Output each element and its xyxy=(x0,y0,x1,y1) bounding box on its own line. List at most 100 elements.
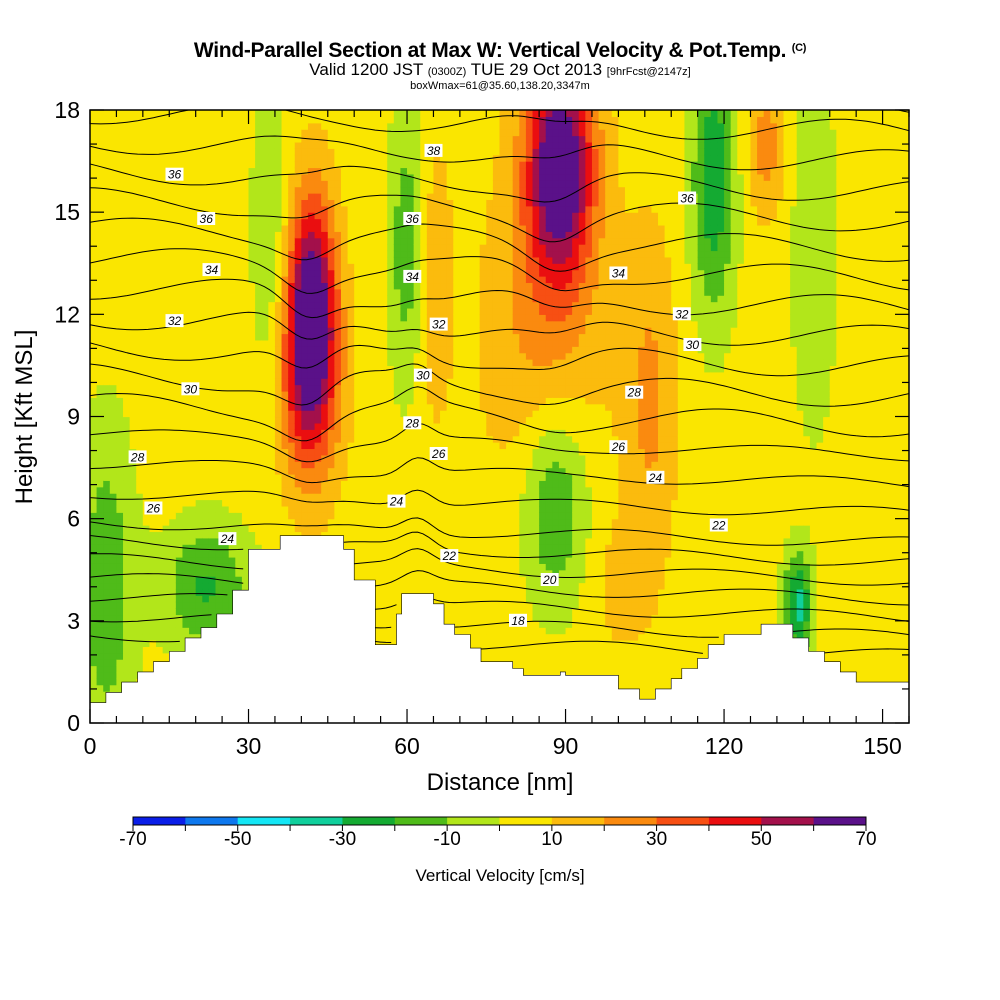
velocity-cell xyxy=(129,320,137,328)
velocity-cell xyxy=(142,129,151,137)
velocity-cell xyxy=(169,205,177,213)
velocity-cell xyxy=(340,167,349,175)
velocity-cell xyxy=(347,154,355,162)
velocity-cell xyxy=(413,556,421,564)
velocity-cell xyxy=(123,652,131,660)
velocity-cell xyxy=(222,282,230,290)
velocity-cell xyxy=(281,390,289,398)
velocity-cell xyxy=(387,563,395,571)
velocity-cell xyxy=(321,473,329,481)
velocity-cell xyxy=(175,263,184,271)
velocity-cell xyxy=(189,416,197,424)
velocity-cell xyxy=(149,352,157,360)
velocity-cell xyxy=(96,135,104,143)
velocity-cell xyxy=(222,595,230,603)
velocity-cell xyxy=(321,359,329,367)
velocity-cell xyxy=(380,639,388,647)
velocity-cell xyxy=(96,193,104,200)
velocity-cell xyxy=(182,250,190,258)
velocity-cell xyxy=(327,397,335,405)
velocity-cell xyxy=(367,454,375,462)
velocity-cell xyxy=(360,161,368,169)
velocity-cell xyxy=(222,237,230,245)
velocity-cell xyxy=(149,250,157,258)
velocity-cell xyxy=(255,161,263,169)
velocity-cell xyxy=(222,601,230,609)
velocity-cell xyxy=(96,384,104,392)
velocity-cell xyxy=(294,129,302,137)
velocity-cell xyxy=(327,282,335,290)
velocity-cell xyxy=(222,486,230,494)
velocity-cell xyxy=(400,429,408,437)
velocity-cell xyxy=(129,129,137,137)
velocity-cell xyxy=(202,410,210,418)
velocity-cell xyxy=(360,327,368,335)
velocity-cell xyxy=(400,161,408,169)
velocity-cell xyxy=(235,148,243,156)
velocity-cell xyxy=(380,173,388,181)
velocity-cell xyxy=(142,365,151,373)
velocity-cell xyxy=(222,295,230,303)
velocity-cell xyxy=(202,582,210,590)
velocity-cell xyxy=(374,250,382,258)
velocity-cell xyxy=(387,429,395,437)
velocity-cell xyxy=(241,307,250,315)
velocity-cell xyxy=(96,684,104,692)
velocity-cell xyxy=(407,378,415,386)
velocity-cell xyxy=(281,531,289,539)
velocity-cell xyxy=(321,352,329,360)
velocity-cell xyxy=(380,486,388,494)
velocity-cell xyxy=(400,307,408,315)
velocity-cell xyxy=(274,525,283,533)
velocity-cell xyxy=(241,435,250,443)
velocity-cell xyxy=(314,461,322,469)
velocity-cell xyxy=(301,218,309,226)
velocity-cell xyxy=(96,467,104,475)
velocity-cell xyxy=(420,352,428,360)
velocity-cell xyxy=(215,288,223,296)
velocity-cell xyxy=(327,410,335,418)
velocity-cell xyxy=(136,295,144,303)
velocity-cell xyxy=(149,595,157,603)
velocity-cell xyxy=(413,461,421,469)
velocity-cell xyxy=(420,148,428,156)
velocity-cell xyxy=(281,416,289,424)
velocity-cell xyxy=(215,161,223,169)
velocity-cell xyxy=(156,569,164,577)
velocity-cell xyxy=(189,429,197,437)
velocity-cell xyxy=(96,461,104,469)
velocity-cell xyxy=(321,148,329,156)
velocity-cell xyxy=(109,678,118,686)
velocity-cell xyxy=(175,620,184,628)
velocity-cell xyxy=(202,320,210,328)
velocity-cell xyxy=(222,333,230,341)
velocity-cell xyxy=(413,282,421,290)
velocity-cell xyxy=(420,563,428,571)
velocity-cell xyxy=(261,416,269,424)
velocity-cell xyxy=(129,116,137,124)
velocity-cell xyxy=(288,442,296,450)
velocity-cell xyxy=(202,301,210,309)
velocity-cell xyxy=(420,346,428,354)
velocity-cell xyxy=(400,244,408,252)
velocity-cell xyxy=(96,314,104,322)
velocity-cell xyxy=(268,256,276,264)
velocity-cell xyxy=(129,397,137,405)
velocity-cell xyxy=(202,327,210,335)
velocity-cell xyxy=(413,435,421,443)
velocity-cell xyxy=(103,493,111,501)
velocity-cell xyxy=(334,231,342,239)
velocity-cell xyxy=(123,620,131,628)
velocity-cell xyxy=(347,518,355,526)
velocity-cell xyxy=(142,237,151,245)
velocity-cell xyxy=(374,333,382,341)
velocity-cell xyxy=(156,371,164,379)
velocity-cell xyxy=(354,531,362,539)
velocity-cell xyxy=(400,224,408,232)
velocity-cell xyxy=(96,588,104,596)
velocity-cell xyxy=(156,544,164,552)
velocity-cell xyxy=(400,365,408,373)
velocity-cell xyxy=(182,614,190,622)
velocity-cell xyxy=(202,518,210,526)
velocity-cell xyxy=(314,161,322,169)
